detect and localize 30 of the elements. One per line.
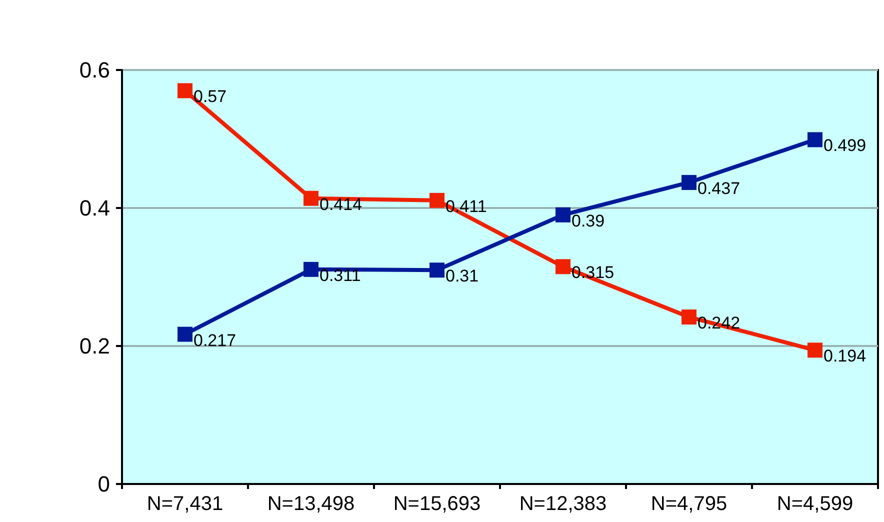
point xyxy=(682,310,696,325)
point xyxy=(178,326,192,342)
y-tick-label: 0.2 xyxy=(79,334,110,358)
data-label: 0.437 xyxy=(698,178,740,198)
point xyxy=(178,83,192,98)
point xyxy=(556,207,570,222)
point xyxy=(808,342,822,358)
x-tick-label: N=4,599 xyxy=(776,493,854,515)
y-tick-label: 0.6 xyxy=(79,58,110,82)
point xyxy=(682,174,696,190)
x-tick-label: N=13,498 xyxy=(267,493,355,515)
point xyxy=(304,262,318,277)
point xyxy=(808,132,822,148)
data-label: 0.499 xyxy=(824,136,866,156)
data-label: 0.39 xyxy=(572,211,605,230)
data-label: 0.311 xyxy=(320,266,361,285)
point xyxy=(430,192,444,208)
y-tick-label: 0.4 xyxy=(79,196,110,220)
x-tick-label: N=4,795 xyxy=(650,493,728,515)
y-tick-label: 0 xyxy=(98,472,110,496)
data-label: 0.217 xyxy=(194,330,236,350)
x-tick-label: N=15,693 xyxy=(393,493,481,515)
x-tick-label: N=12,383 xyxy=(519,493,607,515)
point xyxy=(304,190,318,206)
data-label: 0.57 xyxy=(194,87,227,106)
point xyxy=(556,259,570,274)
data-label: 0.31 xyxy=(446,266,479,286)
point xyxy=(430,262,444,278)
data-label: 0.194 xyxy=(824,346,866,366)
x-tick-label: N=7,431 xyxy=(146,493,224,515)
